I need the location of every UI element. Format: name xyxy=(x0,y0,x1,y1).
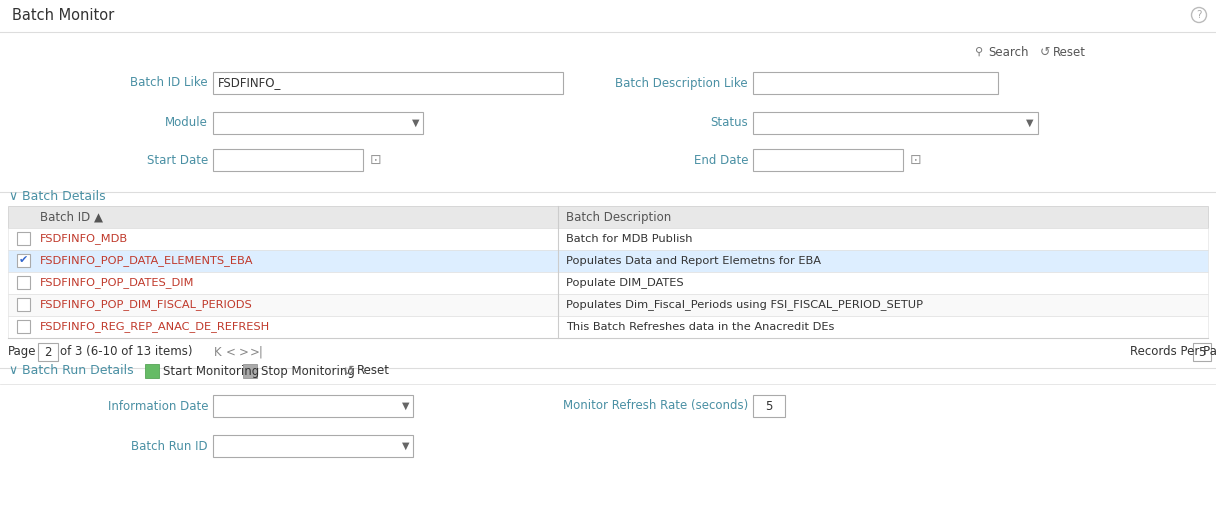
Bar xyxy=(38,343,58,361)
Bar xyxy=(213,149,364,171)
Text: FSDFINFO_POP_DIM_FISCAL_PERIODS: FSDFINFO_POP_DIM_FISCAL_PERIODS xyxy=(40,299,253,311)
Text: Batch ID Like: Batch ID Like xyxy=(130,77,208,89)
Text: Batch Run ID: Batch Run ID xyxy=(131,440,208,452)
Text: ▼: ▼ xyxy=(412,118,420,128)
Text: of 3 (6-10 of 13 items): of 3 (6-10 of 13 items) xyxy=(60,345,192,359)
Text: Batch Monitor: Batch Monitor xyxy=(12,7,114,23)
Text: Stop Monitoring: Stop Monitoring xyxy=(261,364,355,378)
Text: >: > xyxy=(240,345,249,359)
Text: Module: Module xyxy=(165,116,208,130)
Text: Batch Run Details: Batch Run Details xyxy=(22,364,134,378)
Text: ▼: ▼ xyxy=(402,441,410,451)
Bar xyxy=(17,254,30,267)
Text: ⊡: ⊡ xyxy=(910,153,922,167)
Text: ?: ? xyxy=(1197,10,1201,20)
Bar xyxy=(17,298,30,311)
Text: Batch ID ▲: Batch ID ▲ xyxy=(40,211,103,223)
Text: ▼: ▼ xyxy=(1026,118,1034,128)
Text: ⚲: ⚲ xyxy=(975,47,983,57)
Text: Page: Page xyxy=(9,345,36,359)
Text: Records Per Page: Records Per Page xyxy=(1130,345,1216,359)
Text: Batch Details: Batch Details xyxy=(22,189,106,203)
Text: Reset: Reset xyxy=(358,364,390,378)
Text: 5: 5 xyxy=(765,399,772,413)
Text: ∨: ∨ xyxy=(9,364,17,378)
Text: Start Monitoring: Start Monitoring xyxy=(163,364,259,378)
Text: ✔: ✔ xyxy=(18,255,28,265)
Text: K: K xyxy=(214,345,221,359)
Bar xyxy=(753,395,786,417)
Text: Populates Dim_Fiscal_Periods using FSI_FISCAL_PERIOD_SETUP: Populates Dim_Fiscal_Periods using FSI_F… xyxy=(565,299,923,311)
Text: Batch for MDB Publish: Batch for MDB Publish xyxy=(565,234,692,244)
Bar xyxy=(9,294,1207,316)
Text: Status: Status xyxy=(710,116,748,130)
Text: ∨: ∨ xyxy=(9,189,17,203)
Bar xyxy=(17,276,30,289)
Bar xyxy=(145,364,159,378)
Text: 2: 2 xyxy=(44,345,52,359)
Text: Information Date: Information Date xyxy=(107,399,208,413)
Text: FSDFINFO_POP_DATES_DIM: FSDFINFO_POP_DATES_DIM xyxy=(40,278,195,288)
Text: <: < xyxy=(226,345,236,359)
Bar xyxy=(1193,343,1211,361)
Bar xyxy=(17,232,30,245)
Bar xyxy=(9,228,1207,250)
Text: 5: 5 xyxy=(1198,345,1206,359)
Bar xyxy=(17,320,30,333)
Text: ↺: ↺ xyxy=(343,364,355,378)
Bar xyxy=(9,206,1207,228)
Text: ▼: ▼ xyxy=(402,401,410,411)
Text: FSDFINFO_REG_REP_ANAC_DE_REFRESH: FSDFINFO_REG_REP_ANAC_DE_REFRESH xyxy=(40,322,270,332)
Bar xyxy=(9,272,1207,294)
Text: Batch Description Like: Batch Description Like xyxy=(615,77,748,89)
Text: This Batch Refreshes data in the Anacredit DEs: This Batch Refreshes data in the Anacred… xyxy=(565,322,834,332)
Bar xyxy=(753,149,903,171)
Text: Populate DIM_DATES: Populate DIM_DATES xyxy=(565,278,683,288)
Bar xyxy=(9,316,1207,338)
Text: ⊡: ⊡ xyxy=(370,153,382,167)
Bar xyxy=(243,364,257,378)
Bar xyxy=(213,72,563,94)
Bar xyxy=(753,72,998,94)
Text: Start Date: Start Date xyxy=(147,153,208,167)
Text: Reset: Reset xyxy=(1053,45,1086,59)
Text: ↺: ↺ xyxy=(1040,45,1051,59)
Text: Monitor Refresh Rate (seconds): Monitor Refresh Rate (seconds) xyxy=(563,399,748,413)
Bar xyxy=(213,112,423,134)
Text: Batch Description: Batch Description xyxy=(565,211,671,223)
Text: FSDFINFO_POP_DATA_ELEMENTS_EBA: FSDFINFO_POP_DATA_ELEMENTS_EBA xyxy=(40,256,253,267)
Bar xyxy=(9,250,1207,272)
Text: End Date: End Date xyxy=(693,153,748,167)
Text: Populates Data and Report Elemetns for EBA: Populates Data and Report Elemetns for E… xyxy=(565,256,821,266)
Bar xyxy=(213,435,413,457)
Text: FSDFINFO_: FSDFINFO_ xyxy=(218,77,281,89)
Bar xyxy=(213,395,413,417)
Text: >|: >| xyxy=(250,345,264,359)
Text: Search: Search xyxy=(987,45,1029,59)
Text: FSDFINFO_MDB: FSDFINFO_MDB xyxy=(40,233,128,244)
Bar xyxy=(753,112,1038,134)
